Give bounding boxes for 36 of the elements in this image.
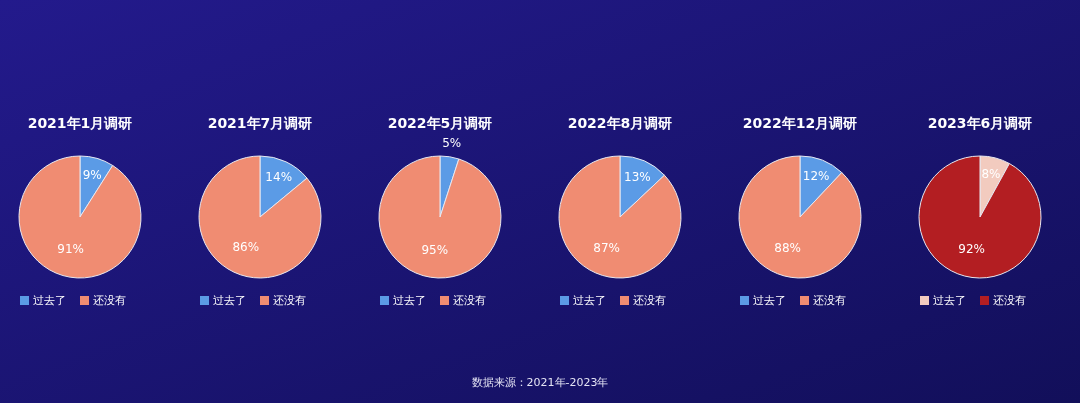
data-label: 87% [593,240,621,255]
data-label: 86% [232,240,260,255]
legend-label: 还没有 [993,294,1026,307]
slice-label: 还没有 [633,294,666,307]
slice-label: 还没有 [453,294,486,307]
data-label: 13% [624,169,651,184]
legend: 过去了 还没有 [740,294,846,307]
chart-title: 2022年8月调研 [567,115,673,131]
data-label: 12% [802,169,830,184]
data-label: 91% [57,242,84,257]
chart-title: 2021年7月调研 [207,115,313,131]
legend-label: 过去了 [753,294,786,307]
slice-label: 还没有 [813,294,846,307]
chart-title: 2023年6月调研 [927,115,1033,131]
data-label: 92% [958,242,985,257]
legend-label: 过去了 [573,294,606,307]
legend-label: 过去了 [933,294,966,307]
legend-label: 过去了 [33,294,66,307]
legend: 过去了 还没有 [200,294,306,307]
chart-title: 2022年5月调研 [387,115,493,131]
legend-label: 过去了 [213,294,246,307]
data-label: 95% [421,243,449,258]
legend: 过去了 还没有 [20,294,126,307]
data-label: 88% [774,241,801,256]
source-note: 数据来源：2021年-2023年 [471,376,609,389]
data-label: 14% [265,170,293,185]
slice-label: 还没有 [273,294,306,307]
data-label: 5% [442,135,462,150]
data-label: 9% [82,167,102,182]
legend: 过去了 还没有 [380,294,486,307]
data-label: 8% [981,167,1001,182]
slice-label: 还没有 [93,294,126,307]
legend: 过去了 还没有 [560,294,666,307]
chart-title: 2022年12月调研 [742,115,858,131]
chart-title: 2021年1月调研 [27,115,133,131]
legend-label: 过去了 [393,294,426,307]
